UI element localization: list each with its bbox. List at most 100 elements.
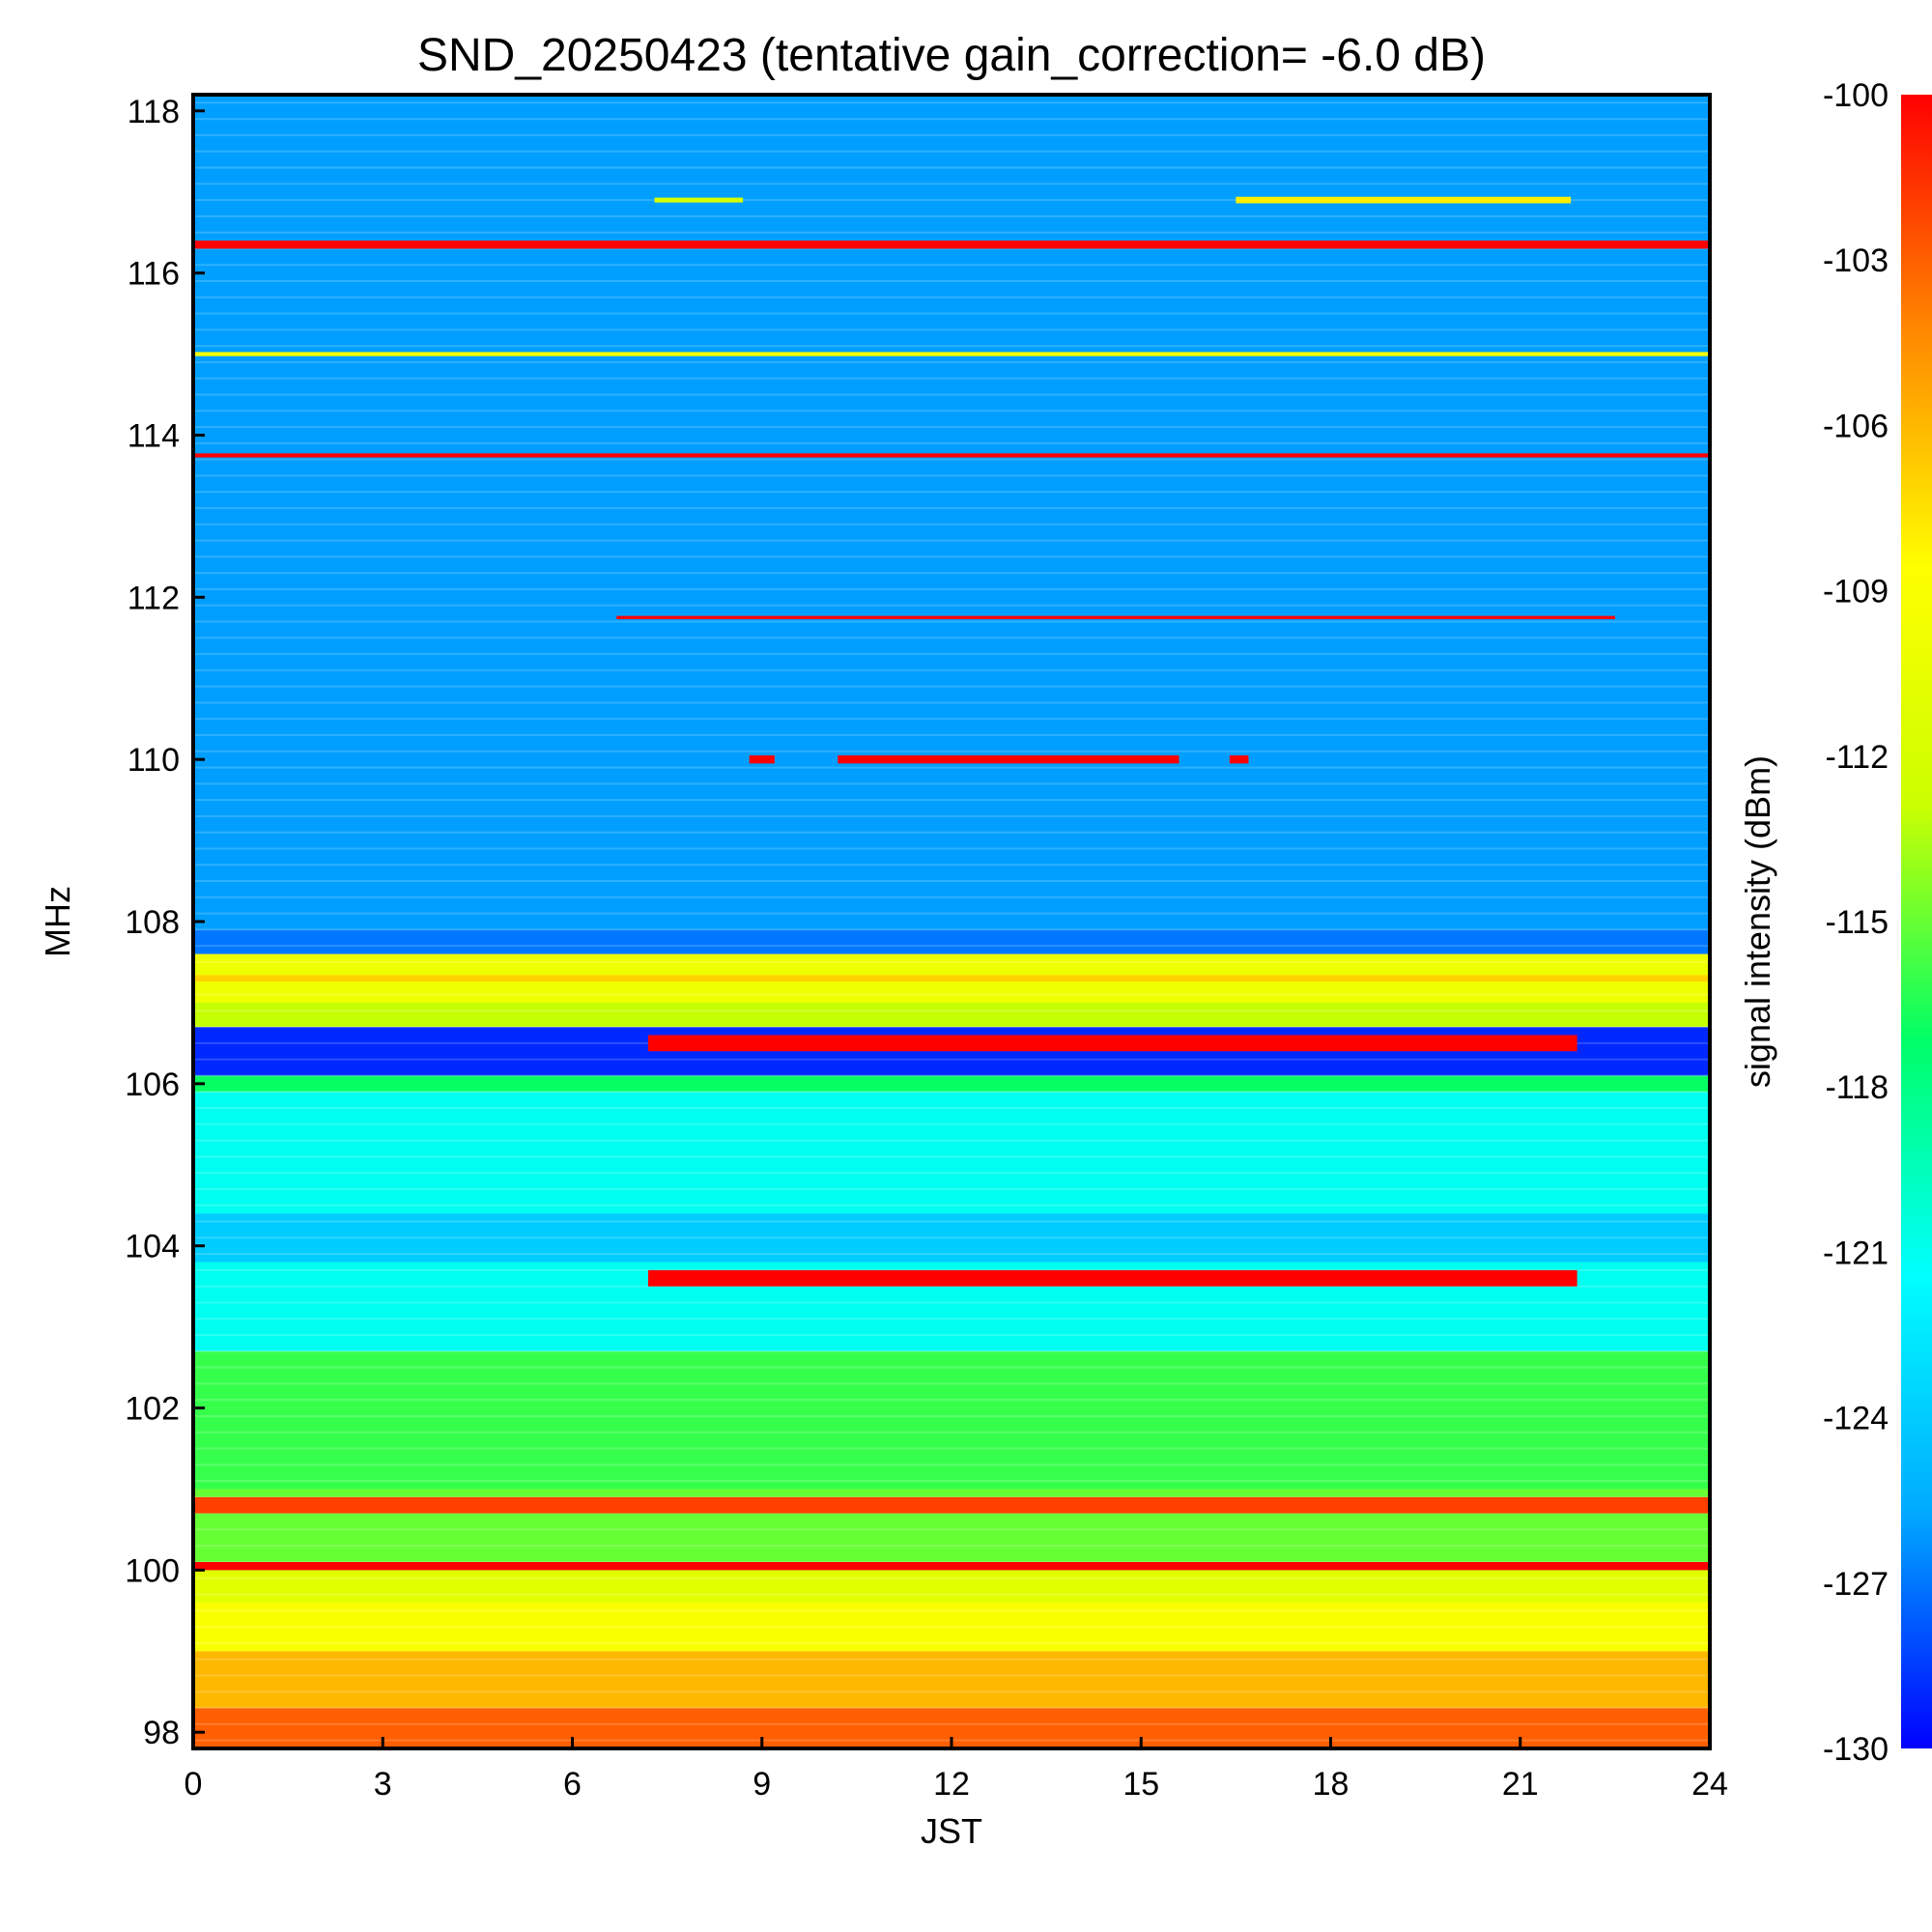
colorbar-tick-label: -115 [1825, 904, 1889, 941]
channel-stripe [193, 183, 1710, 185]
channel-stripe [193, 1204, 1710, 1207]
channel-stripe [193, 507, 1710, 509]
colorbar-tick-label: -121 [1823, 1235, 1889, 1271]
channel-stripe [193, 1593, 1710, 1596]
x-axis-label: JST [921, 1811, 982, 1851]
colorbar-tick-label: -124 [1823, 1401, 1889, 1437]
channel-stripe [193, 1009, 1710, 1012]
channel-stripe [193, 360, 1710, 363]
channel-stripe [193, 1172, 1710, 1175]
channel-stripe [193, 1431, 1710, 1434]
channel-stripe [193, 426, 1710, 429]
channel-stripe [193, 1236, 1710, 1239]
channel-stripe [193, 637, 1710, 639]
channel-stripe [193, 733, 1710, 736]
y-tick-label: 110 [128, 742, 180, 779]
y-tick-label: 108 [125, 904, 180, 941]
channel-stripe [193, 1707, 1710, 1710]
channel-stripe [193, 814, 1710, 817]
background-band [193, 1075, 1710, 1093]
channel-stripe [193, 523, 1710, 526]
colorbar-tick-label: -118 [1825, 1069, 1889, 1106]
channel-stripe [193, 1139, 1710, 1142]
channel-stripe [193, 199, 1710, 202]
signal-band [1229, 754, 1249, 764]
channel-stripe [193, 1187, 1710, 1190]
channel-stripe [193, 668, 1710, 671]
y-tick-label: 114 [128, 417, 180, 454]
x-tick-label: 9 [753, 1766, 771, 1803]
colorbar-tick-label: -109 [1823, 574, 1889, 611]
channel-stripe [193, 1674, 1710, 1677]
background-band [193, 1213, 1710, 1263]
channel-stripe [193, 1318, 1710, 1321]
x-tick-label: 3 [374, 1766, 392, 1803]
channel-stripe [193, 345, 1710, 348]
signal-band [616, 615, 1615, 619]
channel-stripe [193, 928, 1710, 931]
background-band [193, 1350, 1710, 1490]
x-tick-label: 6 [563, 1766, 582, 1803]
channel-stripe [193, 701, 1710, 704]
channel-stripe [193, 1366, 1710, 1369]
channel-stripe [193, 1334, 1710, 1336]
signal-band [749, 754, 775, 764]
y-tick-label: 104 [125, 1229, 180, 1265]
colorbar-ticks: -100 -103 -106 -109 -112 -115 -118 -121 -124 -127… [1823, 77, 1889, 1768]
channel-stripe [193, 1107, 1710, 1110]
signal-band [648, 1269, 1577, 1287]
colorbar-tick-label: -112 [1825, 739, 1889, 776]
signal-band [648, 1035, 1577, 1052]
channel-stripe [193, 1253, 1710, 1256]
signal-band [193, 241, 1710, 249]
channel-stripe [193, 280, 1710, 283]
channel-stripe [193, 539, 1710, 542]
signal-band [193, 1496, 1710, 1514]
channel-stripe [193, 782, 1710, 785]
channel-stripe [193, 653, 1710, 656]
channel-stripe [193, 685, 1710, 688]
y-axis-label: MHz [38, 886, 77, 957]
channel-stripe [193, 1350, 1710, 1352]
y-tick-label: 112 [128, 580, 180, 616]
channel-stripe [193, 1122, 1710, 1125]
colorbar-tick-label: -127 [1823, 1566, 1889, 1603]
channel-stripe [193, 474, 1710, 477]
x-tick-label: 0 [185, 1766, 203, 1803]
y-tick-label: 98 [143, 1715, 180, 1751]
channel-stripe [193, 604, 1710, 607]
channel-stripe [193, 1641, 1710, 1644]
channel-stripe [193, 718, 1710, 721]
heatmap-layer [193, 95, 1710, 1748]
channel-stripe [193, 1382, 1710, 1385]
channel-stripe [193, 491, 1710, 494]
x-axis-ticks: 0 3 6 9 12 15 18 21 24 [185, 1737, 1728, 1803]
x-tick-label: 15 [1122, 1766, 1159, 1803]
channel-stripe [193, 328, 1710, 331]
background-band [193, 929, 1710, 954]
channel-stripe [193, 960, 1710, 963]
channel-stripe [193, 441, 1710, 444]
channel-stripe [193, 993, 1710, 996]
channel-stripe [193, 1690, 1710, 1693]
channel-stripe [193, 864, 1710, 867]
channel-stripe [193, 458, 1710, 461]
channel-stripe [193, 296, 1710, 298]
channel-stripe [193, 1414, 1710, 1417]
channel-stripe [193, 1658, 1710, 1661]
background-band [193, 95, 1710, 930]
x-tick-label: 24 [1691, 1766, 1728, 1803]
background-band [193, 1092, 1710, 1214]
channel-stripe [193, 1026, 1710, 1029]
background-band [193, 1602, 1710, 1652]
channel-stripe [193, 133, 1710, 136]
channel-stripe [193, 377, 1710, 380]
colorbar-tick-label: -100 [1823, 77, 1889, 114]
x-tick-label: 21 [1502, 1766, 1539, 1803]
y-tick-label: 118 [128, 94, 180, 130]
channel-stripe [193, 620, 1710, 623]
colorbar-tick-label: -106 [1823, 408, 1889, 444]
channel-stripe [193, 880, 1710, 883]
channel-stripe [193, 312, 1710, 315]
